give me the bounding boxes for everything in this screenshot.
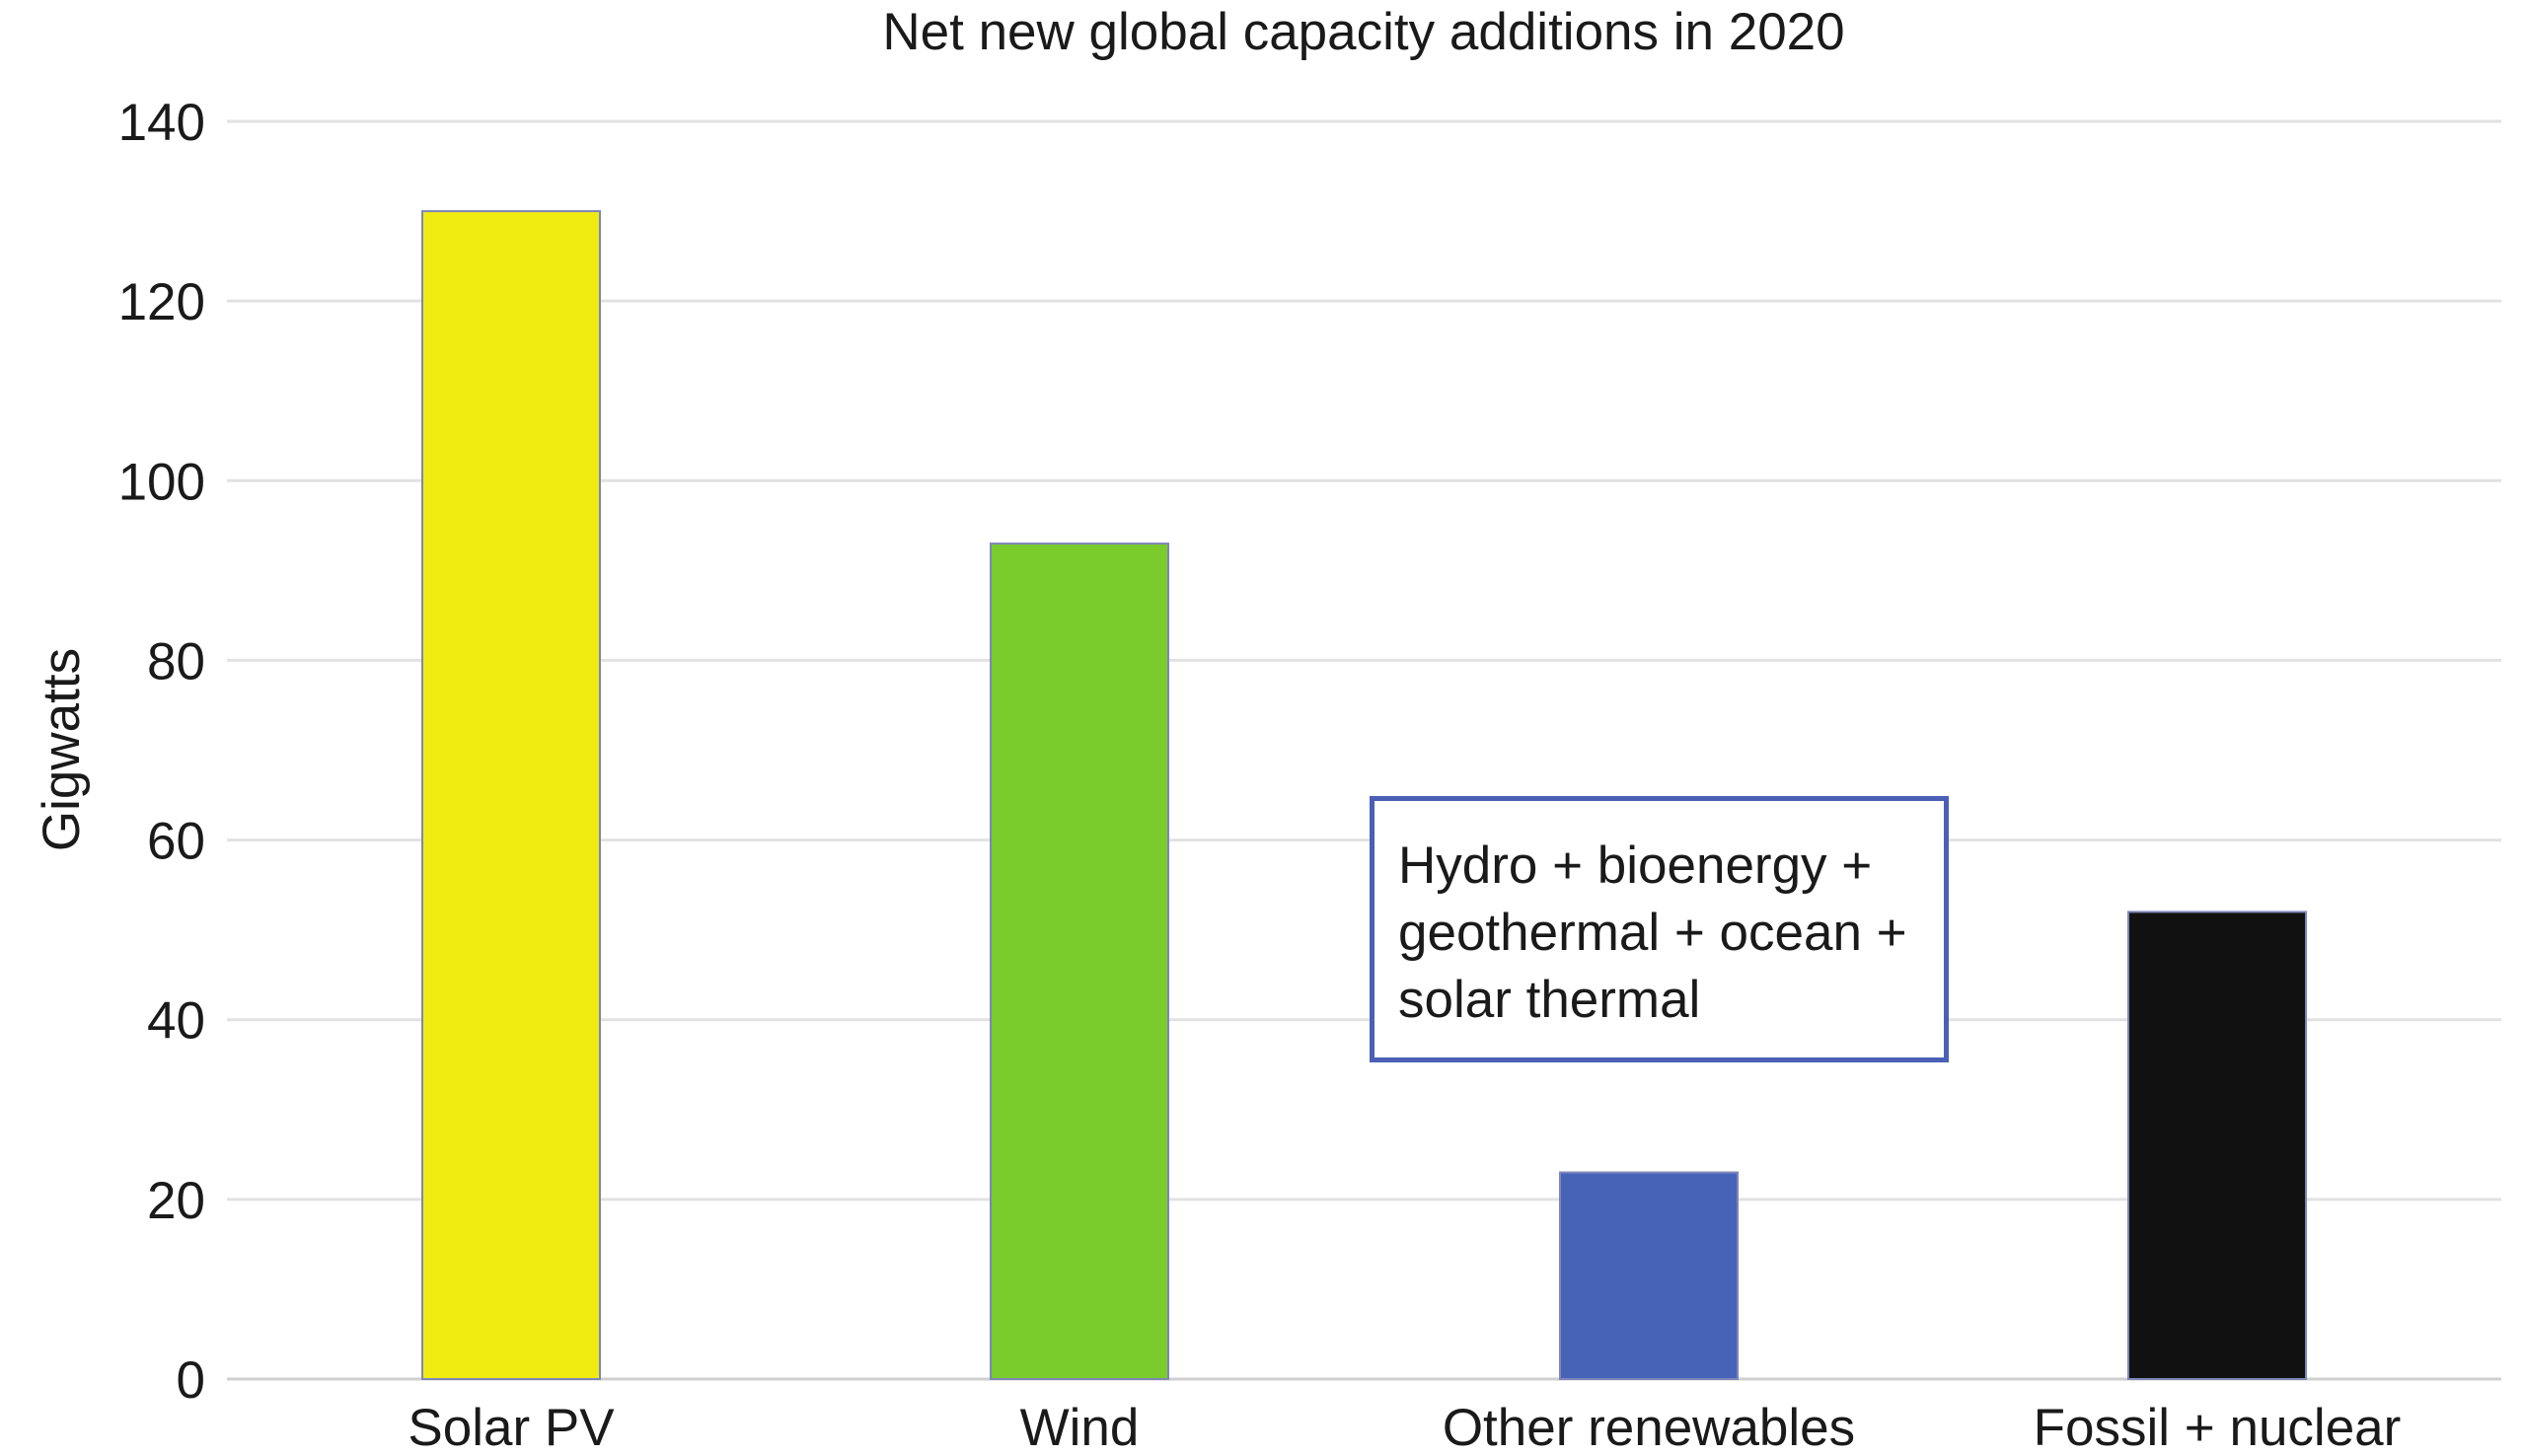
y-tick-label: 140 bbox=[118, 94, 205, 152]
chart-title: Net new global capacity additions in 202… bbox=[882, 3, 1844, 61]
x-tick-label: Other renewables bbox=[1443, 1399, 1855, 1456]
y-tick-label: 60 bbox=[147, 813, 205, 871]
x-tick-label: Solar PV bbox=[408, 1399, 615, 1456]
y-tick-label: 40 bbox=[147, 992, 205, 1051]
x-tick-label: Wind bbox=[1020, 1399, 1140, 1456]
y-tick-label: 80 bbox=[147, 632, 205, 691]
y-tick-label: 100 bbox=[118, 453, 205, 511]
x-tick-label: Fossil + nuclear bbox=[2034, 1399, 2402, 1456]
y-tick-label: 120 bbox=[118, 273, 205, 331]
bar-solar-pv bbox=[421, 210, 601, 1381]
bar-fossil-nuclear bbox=[2127, 910, 2307, 1381]
annotation-box: Hydro + bioenergy + geothermal + ocean +… bbox=[1370, 796, 1949, 1062]
y-tick-label: 20 bbox=[147, 1172, 205, 1230]
bar-other-renewables bbox=[1559, 1171, 1739, 1381]
y-tick-label: 0 bbox=[177, 1351, 205, 1410]
bar-wind bbox=[990, 543, 1169, 1380]
y-axis-label: Gigwatts bbox=[33, 648, 91, 851]
